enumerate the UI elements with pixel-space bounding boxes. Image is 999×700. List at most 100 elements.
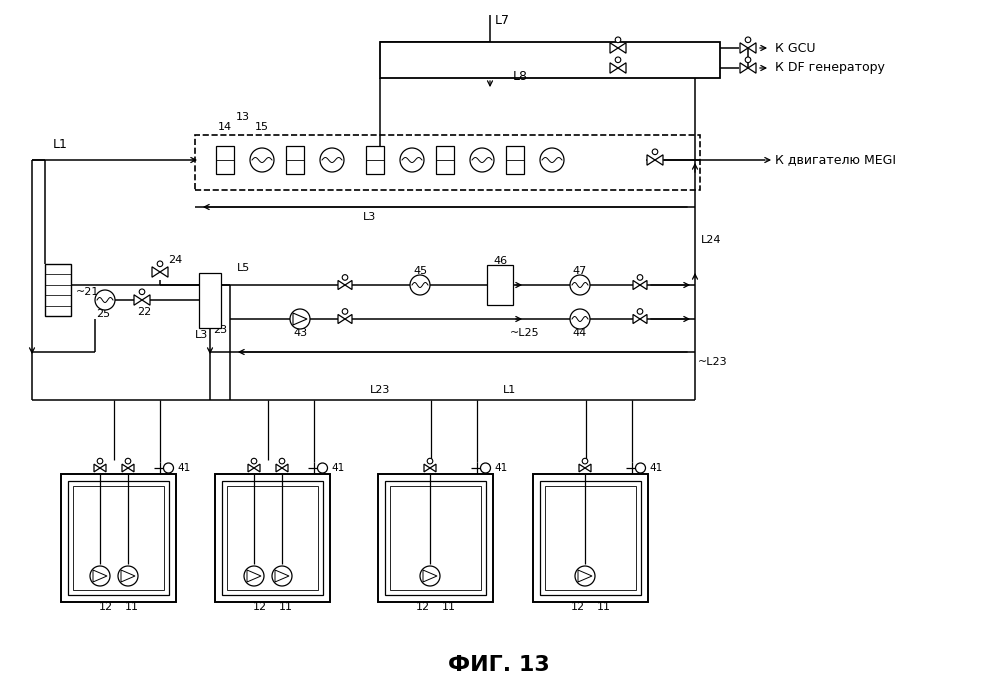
Bar: [532, 474, 647, 602]
Text: 44: 44: [572, 328, 587, 338]
Text: L7: L7: [495, 13, 510, 27]
Text: 11: 11: [125, 602, 139, 612]
Text: 41: 41: [495, 463, 507, 473]
Text: 15: 15: [255, 122, 269, 132]
Bar: [222, 481, 323, 595]
Bar: [199, 272, 221, 328]
Bar: [73, 486, 164, 590]
Polygon shape: [100, 464, 106, 472]
Polygon shape: [748, 43, 756, 53]
Circle shape: [343, 309, 348, 314]
Circle shape: [635, 463, 645, 473]
Circle shape: [470, 148, 494, 172]
Circle shape: [652, 149, 657, 155]
Polygon shape: [293, 313, 307, 325]
Polygon shape: [610, 43, 618, 53]
Polygon shape: [640, 314, 647, 323]
Circle shape: [410, 275, 430, 295]
Circle shape: [575, 566, 595, 586]
Bar: [506, 146, 524, 174]
Text: L3: L3: [364, 212, 377, 222]
Text: 24: 24: [168, 255, 182, 265]
Circle shape: [95, 290, 115, 310]
Circle shape: [250, 148, 274, 172]
Polygon shape: [338, 281, 345, 290]
Text: 12: 12: [416, 602, 430, 612]
Circle shape: [320, 148, 344, 172]
Circle shape: [745, 57, 751, 62]
Bar: [366, 146, 384, 174]
Text: К DF генератору: К DF генератору: [775, 62, 885, 74]
Bar: [390, 486, 481, 590]
Text: ФИГ. 13: ФИГ. 13: [449, 655, 549, 675]
Circle shape: [637, 309, 642, 314]
Text: К двигателю MEGI: К двигателю MEGI: [775, 153, 896, 167]
Text: L1: L1: [53, 139, 68, 151]
Circle shape: [570, 309, 590, 329]
Bar: [544, 486, 635, 590]
Polygon shape: [121, 570, 135, 582]
Circle shape: [279, 458, 285, 464]
Text: 11: 11: [279, 602, 293, 612]
Polygon shape: [254, 464, 260, 472]
Circle shape: [244, 566, 264, 586]
Text: L3: L3: [195, 330, 208, 340]
Circle shape: [420, 566, 440, 586]
Circle shape: [164, 463, 174, 473]
Text: ~L25: ~L25: [510, 328, 539, 338]
Bar: [378, 474, 493, 602]
Polygon shape: [282, 464, 288, 472]
Polygon shape: [618, 43, 626, 53]
Polygon shape: [578, 570, 592, 582]
Text: ~21: ~21: [76, 287, 99, 297]
Text: L1: L1: [503, 385, 516, 395]
Circle shape: [570, 275, 590, 295]
Polygon shape: [430, 464, 436, 472]
Bar: [45, 264, 71, 316]
Bar: [539, 481, 640, 595]
Circle shape: [400, 148, 424, 172]
Text: 13: 13: [236, 112, 250, 122]
Circle shape: [745, 37, 751, 43]
Polygon shape: [640, 281, 647, 290]
Polygon shape: [93, 570, 107, 582]
Polygon shape: [338, 314, 345, 323]
Polygon shape: [94, 464, 100, 472]
Bar: [286, 146, 304, 174]
Polygon shape: [276, 464, 282, 472]
Bar: [227, 486, 318, 590]
Circle shape: [90, 566, 110, 586]
Circle shape: [637, 274, 642, 280]
Circle shape: [428, 458, 433, 464]
Polygon shape: [128, 464, 134, 472]
Text: 25: 25: [96, 309, 110, 319]
Circle shape: [540, 148, 564, 172]
Polygon shape: [247, 570, 261, 582]
Polygon shape: [655, 155, 663, 165]
Polygon shape: [134, 295, 142, 305]
Text: 23: 23: [213, 325, 227, 335]
Circle shape: [125, 458, 131, 464]
Text: L23: L23: [370, 385, 391, 395]
Text: 12: 12: [253, 602, 267, 612]
Polygon shape: [647, 155, 655, 165]
Text: L8: L8: [512, 69, 527, 83]
Bar: [215, 474, 330, 602]
Text: ~L23: ~L23: [698, 357, 727, 367]
Polygon shape: [122, 464, 128, 472]
Polygon shape: [618, 63, 626, 74]
Polygon shape: [152, 267, 160, 277]
Polygon shape: [345, 314, 352, 323]
Polygon shape: [275, 570, 289, 582]
Text: 22: 22: [137, 307, 151, 317]
Polygon shape: [345, 281, 352, 290]
Circle shape: [272, 566, 292, 586]
Circle shape: [343, 274, 348, 280]
Bar: [61, 474, 176, 602]
Text: 14: 14: [218, 122, 232, 132]
Bar: [385, 481, 486, 595]
Text: 41: 41: [332, 463, 345, 473]
Circle shape: [615, 37, 620, 43]
Polygon shape: [160, 267, 168, 277]
Polygon shape: [579, 464, 585, 472]
